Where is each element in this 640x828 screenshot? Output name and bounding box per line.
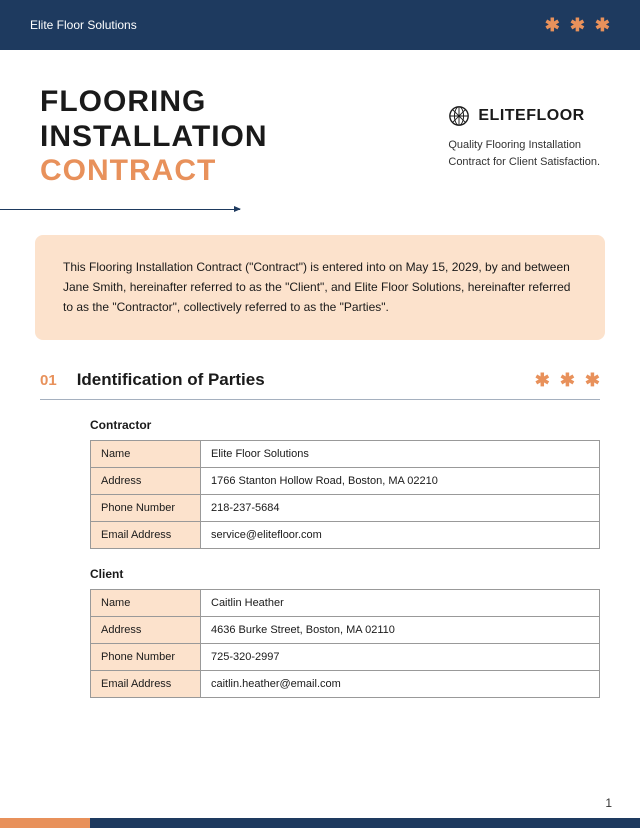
- contractor-table: Name Elite Floor Solutions Address 1766 …: [90, 440, 600, 549]
- section-header: 01 Identification of Parties ✱ ✱ ✱: [0, 370, 640, 399]
- asterisk-icon: ✱: [585, 370, 600, 391]
- field-label: Address: [91, 616, 201, 643]
- asterisk-icon: ✱: [560, 370, 575, 391]
- title-line3: CONTRACT: [40, 154, 216, 187]
- title-line2: INSTALLATION: [40, 120, 268, 153]
- asterisk-icon: ✱: [570, 15, 585, 36]
- decorative-asterisks: ✱ ✱ ✱: [535, 370, 600, 391]
- field-label: Name: [91, 589, 201, 616]
- table-row: Email Address caitlin.heather@email.com: [91, 670, 600, 697]
- tagline: Quality Flooring Installation Contract f…: [448, 137, 600, 170]
- contractor-heading: Contractor: [90, 418, 600, 432]
- logo: ELITEFLOOR: [448, 105, 600, 127]
- tagline-line2: Contract for Client Satisfaction.: [448, 156, 600, 168]
- table-row: Address 4636 Burke Street, Boston, MA 02…: [91, 616, 600, 643]
- client-table: Name Caitlin Heather Address 4636 Burke …: [90, 589, 600, 698]
- field-label: Email Address: [91, 521, 201, 548]
- company-name: Elite Floor Solutions: [30, 18, 137, 32]
- table-row: Address 1766 Stanton Hollow Road, Boston…: [91, 467, 600, 494]
- top-bar: Elite Floor Solutions ✱ ✱ ✱: [0, 0, 640, 50]
- client-heading: Client: [90, 567, 600, 581]
- title-line1: FLOORING: [40, 85, 206, 118]
- decorative-asterisks: ✱ ✱ ✱: [545, 15, 610, 36]
- field-value: caitlin.heather@email.com: [201, 670, 600, 697]
- field-label: Phone Number: [91, 494, 201, 521]
- field-value: 725-320-2997: [201, 643, 600, 670]
- footer-accent-navy: [90, 818, 640, 828]
- field-label: Address: [91, 467, 201, 494]
- globe-icon: [448, 105, 470, 127]
- field-label: Name: [91, 440, 201, 467]
- section-number: 01: [40, 372, 57, 389]
- field-label: Phone Number: [91, 643, 201, 670]
- client-block: Client Name Caitlin Heather Address 4636…: [0, 567, 640, 698]
- arrow-divider: [0, 209, 240, 210]
- field-label: Email Address: [91, 670, 201, 697]
- field-value: service@elitefloor.com: [201, 521, 600, 548]
- footer-accent-orange: [0, 818, 90, 828]
- section-divider: [40, 399, 600, 400]
- intro-paragraph: This Flooring Installation Contract ("Co…: [35, 235, 605, 340]
- table-row: Name Caitlin Heather: [91, 589, 600, 616]
- logo-block: ELITEFLOOR Quality Flooring Installation…: [448, 85, 600, 189]
- asterisk-icon: ✱: [535, 370, 550, 391]
- table-row: Phone Number 725-320-2997: [91, 643, 600, 670]
- field-value: 218-237-5684: [201, 494, 600, 521]
- tagline-line1: Quality Flooring Installation: [448, 139, 581, 151]
- asterisk-icon: ✱: [595, 15, 610, 36]
- header-section: FLOORING INSTALLATION CONTRACT ELITEFLOO…: [0, 50, 640, 209]
- document-title: FLOORING INSTALLATION CONTRACT: [40, 85, 268, 189]
- section-title: Identification of Parties: [77, 370, 265, 390]
- field-value: Caitlin Heather: [201, 589, 600, 616]
- table-row: Phone Number 218-237-5684: [91, 494, 600, 521]
- contractor-block: Contractor Name Elite Floor Solutions Ad…: [0, 418, 640, 549]
- field-value: Elite Floor Solutions: [201, 440, 600, 467]
- field-value: 4636 Burke Street, Boston, MA 02110: [201, 616, 600, 643]
- asterisk-icon: ✱: [545, 15, 560, 36]
- page-number: 1: [605, 796, 612, 810]
- logo-text: ELITEFLOOR: [478, 107, 584, 125]
- table-row: Email Address service@elitefloor.com: [91, 521, 600, 548]
- field-value: 1766 Stanton Hollow Road, Boston, MA 022…: [201, 467, 600, 494]
- table-row: Name Elite Floor Solutions: [91, 440, 600, 467]
- footer-bar: [0, 818, 640, 828]
